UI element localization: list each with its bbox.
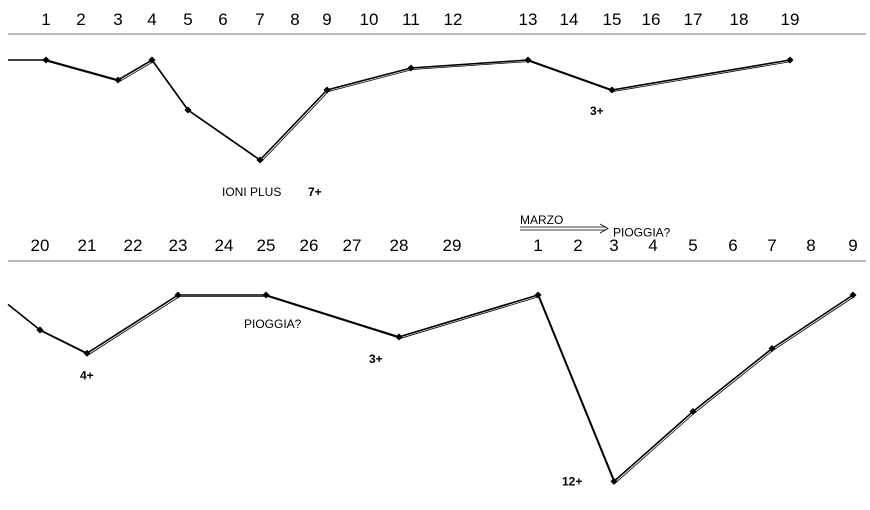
data-point — [42, 56, 50, 64]
data-point — [323, 86, 331, 94]
tick-label: 28 — [390, 236, 409, 255]
tick-label: 7 — [767, 236, 776, 255]
tick-label: 6 — [728, 236, 737, 255]
tick-label: 20 — [31, 236, 50, 255]
panel-february-march: 20 21 22 23 24 25 26 27 28 29 1 2 3 4 5 6 7 8 9MARZO4+PIOG… — [7, 213, 866, 488]
tick-label: 2 — [573, 236, 582, 255]
tick-label: 21 — [78, 236, 97, 255]
series-line — [39, 294, 854, 483]
annotation-value: 12+ — [562, 474, 582, 488]
data-point — [184, 106, 192, 114]
data-point — [114, 76, 122, 84]
tick-label: 19 — [781, 10, 800, 29]
tick-label: 13 — [519, 10, 538, 29]
tick-label: 1 — [533, 236, 542, 255]
month-label: MARZO — [520, 213, 563, 227]
tick-label: 23 — [169, 236, 188, 255]
tick-label: 4 — [648, 236, 657, 255]
tick-label: 3 — [609, 236, 618, 255]
data-point — [524, 56, 532, 64]
annotation-value: 3+ — [369, 352, 383, 366]
annotation-value: 3+ — [590, 104, 604, 118]
data-point — [610, 477, 618, 485]
tick-label: 6 — [218, 10, 227, 29]
tick-label: 26 — [300, 236, 319, 255]
tick-label: 10 — [360, 10, 379, 29]
tick-label: 5 — [183, 10, 192, 29]
series-line — [45, 58, 791, 162]
data-point — [786, 56, 794, 64]
data-point — [407, 64, 415, 72]
data-point — [256, 156, 264, 164]
tick-label: 16 — [642, 10, 661, 29]
tick-label: 25 — [257, 236, 276, 255]
tick-label: 14 — [560, 10, 579, 29]
tick-label: 2 — [76, 10, 85, 29]
annotation-note: PIOGGIA? — [613, 226, 671, 240]
data-point — [83, 349, 91, 357]
tick-label: 1 — [41, 10, 50, 29]
series-line-shadow — [47, 60, 792, 163]
tick-label: 9 — [322, 10, 331, 29]
annotation-note: PIOGGIA? — [244, 317, 302, 331]
series-lead-in — [7, 303, 41, 331]
data-point — [608, 86, 616, 94]
data-point — [148, 56, 156, 64]
series-line-shadow — [41, 296, 855, 484]
tick-label: 7 — [255, 10, 264, 29]
tick-label: 9 — [848, 236, 857, 255]
data-point — [36, 326, 44, 334]
data-point — [262, 291, 270, 299]
data-point — [174, 291, 182, 299]
tick-label: 8 — [290, 10, 299, 29]
data-point — [849, 291, 857, 299]
tick-label: 12 — [444, 10, 463, 29]
tick-label: 15 — [603, 10, 622, 29]
tick-label: 22 — [124, 236, 143, 255]
tick-label: 4 — [147, 10, 156, 29]
tick-label: 24 — [215, 236, 234, 255]
annotation-value: 7+ — [308, 185, 322, 199]
annotation-label: IONI PLUS — [222, 185, 281, 199]
tick-label: 27 — [343, 236, 362, 255]
tick-label: 5 — [688, 236, 697, 255]
tick-label: 11 — [402, 10, 420, 29]
data-point — [395, 333, 403, 341]
tick-label: 17 — [684, 10, 703, 29]
panel-february: 1 2 3 4 5 6 7 8 9 10 11 12 13 14 15 16 17 18 193+IONI PLUS… — [8, 10, 866, 199]
tick-label: 18 — [730, 10, 749, 29]
tick-label: 3 — [113, 10, 122, 29]
tick-label: 29 — [443, 236, 462, 255]
tick-label: 8 — [806, 236, 815, 255]
data-point — [689, 407, 697, 416]
annotation-value: 4+ — [80, 368, 94, 382]
month-arrow-head — [599, 223, 609, 234]
data-point — [768, 345, 776, 353]
data-point — [534, 291, 542, 299]
